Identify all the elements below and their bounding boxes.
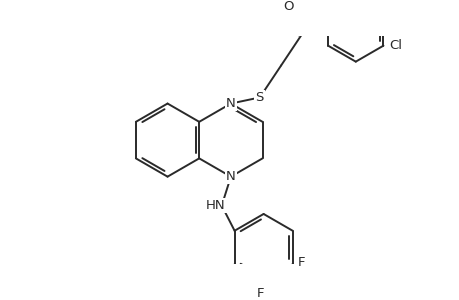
- Text: S: S: [255, 91, 263, 104]
- Text: N: N: [225, 97, 235, 110]
- Text: Cl: Cl: [388, 39, 401, 52]
- Text: F: F: [297, 256, 305, 269]
- Text: F: F: [256, 287, 264, 300]
- Text: HN: HN: [205, 199, 225, 212]
- Text: N: N: [225, 170, 235, 183]
- Text: O: O: [283, 0, 293, 13]
